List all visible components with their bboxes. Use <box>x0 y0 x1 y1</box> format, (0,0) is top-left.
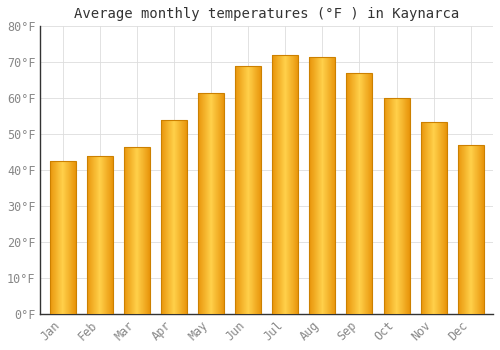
Bar <box>310 57 336 314</box>
Title: Average monthly temperatures (°F ) in Kaynarca: Average monthly temperatures (°F ) in Ka… <box>74 7 460 21</box>
Bar <box>198 93 224 314</box>
Bar <box>235 66 261 314</box>
Bar <box>346 73 372 314</box>
Bar <box>420 121 446 314</box>
Bar <box>161 120 187 314</box>
Bar <box>272 55 298 314</box>
Bar <box>86 156 113 314</box>
Bar <box>124 147 150 314</box>
Bar <box>384 98 409 314</box>
Bar <box>458 145 484 314</box>
Bar <box>50 161 76 314</box>
